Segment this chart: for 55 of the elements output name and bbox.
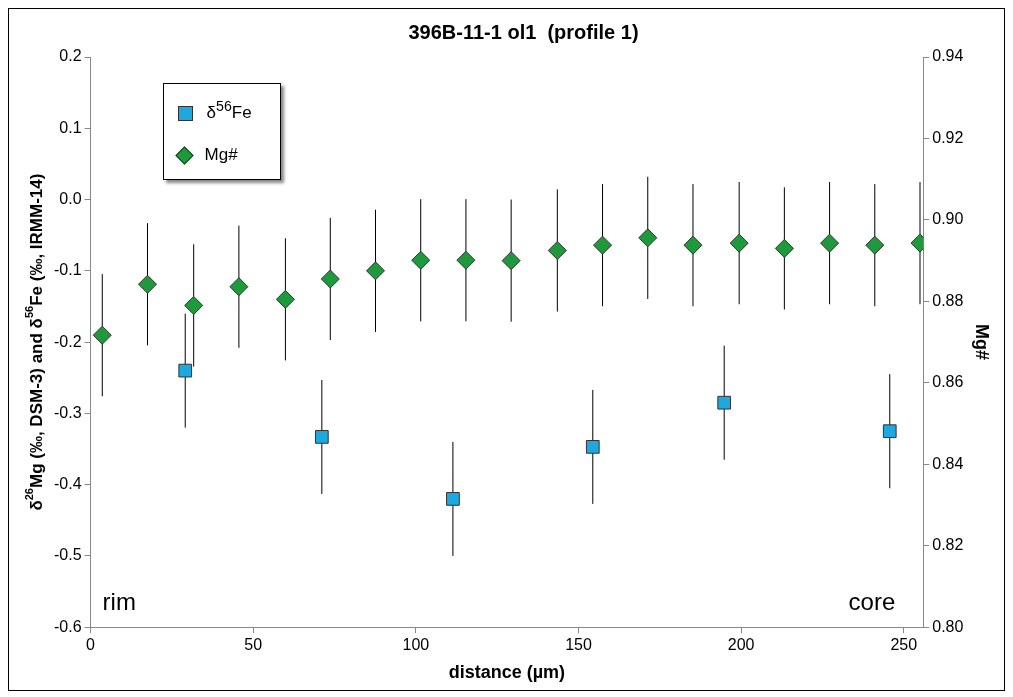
y2-tick-label: 0.88 — [932, 291, 964, 309]
point — [275, 289, 295, 309]
y-tick-label: 0.2 — [59, 47, 82, 65]
point — [593, 235, 613, 255]
legend-label: δ$^{56}$Fe — [206, 98, 252, 122]
point — [882, 424, 897, 439]
y-tick-label: -0.6 — [53, 617, 82, 635]
point — [446, 492, 460, 506]
point — [411, 250, 431, 270]
y2-tick-label: 0.92 — [932, 128, 964, 146]
x-tick-label: 0 — [86, 636, 96, 654]
point — [137, 274, 157, 294]
y2-tick-label: 0.90 — [932, 210, 964, 228]
y-tick-label: -0.1 — [53, 261, 82, 279]
y-tick-label: 0.0 — [59, 189, 82, 207]
x-axis-title: distance (µm) — [448, 662, 566, 683]
x-tick-label: 50 — [244, 636, 263, 654]
point — [820, 233, 840, 253]
y-tick-label: -0.4 — [53, 475, 82, 493]
x-tick-label: 250 — [890, 636, 918, 654]
point — [501, 251, 521, 271]
point — [178, 363, 193, 378]
y-tick-label: -0.3 — [53, 403, 82, 421]
x-tick-label: 200 — [727, 636, 755, 654]
point — [229, 277, 249, 297]
x-tick-label: 100 — [402, 636, 430, 654]
annotation: rim — [102, 587, 136, 615]
point — [366, 261, 386, 281]
point — [717, 395, 732, 410]
point — [547, 240, 567, 260]
y2-tick-label: 0.84 — [932, 454, 964, 472]
point — [865, 235, 885, 255]
point — [314, 430, 329, 444]
y2-tick-label: 0.94 — [932, 47, 964, 65]
point — [92, 325, 112, 345]
point — [729, 233, 749, 253]
point — [774, 238, 794, 258]
point — [320, 269, 340, 289]
point — [638, 228, 658, 248]
y2-tick-label: 0.80 — [932, 617, 964, 635]
y-tick-label: 0.1 — [59, 118, 82, 136]
y2-tick-label: 0.86 — [932, 373, 964, 391]
y-tick-label: -0.2 — [53, 332, 82, 350]
point — [456, 250, 476, 270]
point — [184, 295, 204, 315]
point — [585, 440, 600, 454]
y-axis-title: δ26Mg (‰, DSM-3) and δ56Fe (‰, IRMM-14) — [23, 173, 46, 511]
x-tick-label: 150 — [565, 636, 592, 654]
chart-title: 396B-11-1 ol1 (profile 1) — [408, 20, 639, 43]
point — [683, 235, 703, 255]
y2-tick-label: 0.82 — [932, 536, 964, 554]
y2-axis-title: Mg# — [972, 324, 993, 361]
y-tick-label: -0.5 — [53, 546, 82, 564]
legend-label: Mg# — [204, 144, 238, 164]
annotation: core — [848, 587, 896, 615]
